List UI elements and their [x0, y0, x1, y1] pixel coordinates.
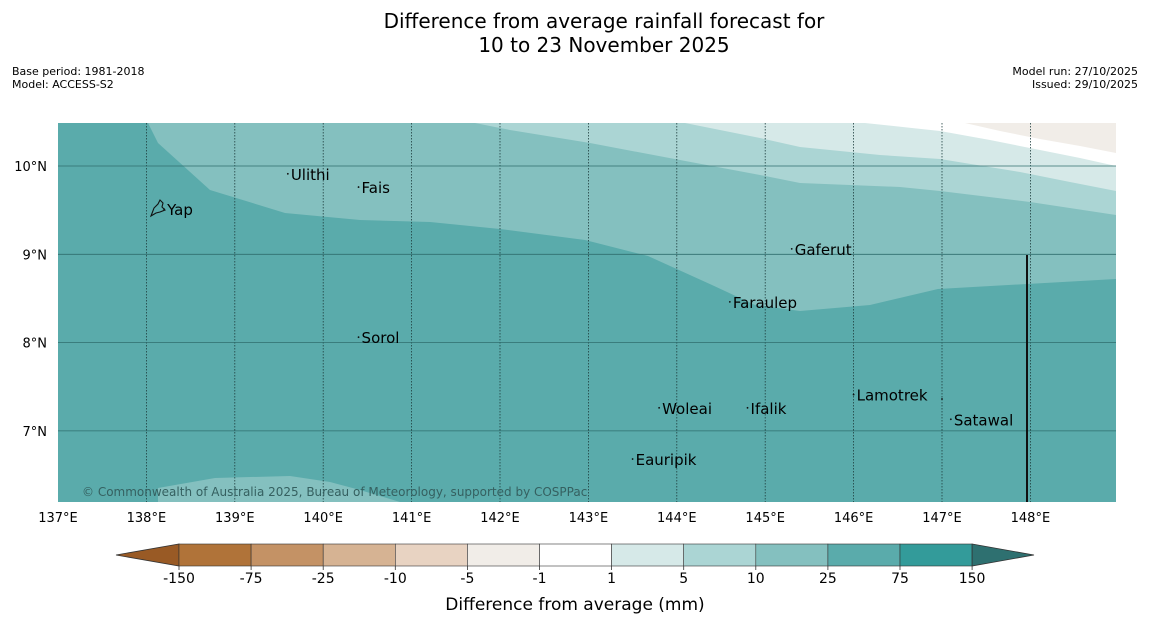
colorbar-segment — [394, 543, 468, 567]
model-name: Model: ACCESS-S2 — [12, 78, 114, 91]
colorbar-segment — [755, 543, 829, 567]
colorbar-tick-label: 5 — [679, 571, 688, 587]
model-run: Model run: 27/10/2025 — [1012, 65, 1138, 78]
colorbar-tick-label: 75 — [891, 571, 909, 587]
colorbar-tick-label: -5 — [460, 571, 474, 587]
lat-tick-label: 9°N — [23, 248, 48, 263]
yap-island-outline — [149, 199, 166, 218]
map-area: Yap Ulithi Fais Gaferut Faraulep Sorol Woleai I… — [58, 123, 1116, 502]
colorbar-tick-label: -75 — [240, 571, 263, 587]
lon-tick-label: 139°E — [215, 511, 255, 526]
place-name: Gaferut — [795, 241, 852, 259]
lat-tick-label: 8°N — [23, 337, 48, 352]
colorbar-extend-low — [115, 543, 180, 567]
colorbar-tick-label: -1 — [533, 571, 547, 587]
place-satawal: Satawal — [949, 411, 1013, 429]
place-faraulep: Faraulep — [728, 294, 797, 312]
lon-tick-label: 140°E — [303, 511, 343, 526]
colorbar-label: Difference from average (mm) — [445, 595, 704, 615]
place-fais: Fais — [357, 179, 391, 197]
island-dot — [631, 458, 634, 460]
lon-tick-label: 142°E — [480, 511, 520, 526]
meridian-gridlines — [145, 123, 1031, 502]
longitude-tick-labels: 137°E 138°E 139°E 140°E 141°E 142°E 143°E 144°E… — [38, 511, 1050, 526]
island-dot — [852, 393, 855, 396]
lon-tick-label: 146°E — [834, 511, 874, 526]
latitude-tick-labels: 10°N 9°N 8°N 7°N — [14, 160, 47, 440]
lat-tick-label: 7°N — [23, 425, 48, 440]
place-sorol: Sorol — [357, 329, 400, 347]
place-name: Lamotrek — [857, 387, 928, 405]
issued-date: Issued: 29/10/2025 — [1032, 78, 1138, 91]
island-dot — [163, 208, 165, 211]
place-name: Faraulep — [733, 294, 797, 312]
place-woleai: Woleai — [658, 400, 712, 418]
island-dot — [286, 172, 289, 175]
place-name: Yap — [166, 201, 193, 219]
copyright-notice: © Commonwealth of Australia 2025, Bureau… — [82, 485, 587, 499]
lon-tick-label: 148°E — [1011, 511, 1051, 526]
colorbar-segment — [683, 543, 757, 567]
place-name: Eauripik — [636, 451, 697, 469]
island-dot — [728, 300, 731, 303]
island-dot — [949, 418, 952, 421]
colorbar-tick-label: -150 — [163, 571, 195, 587]
place-name: Ifalik — [751, 400, 787, 418]
lat-tick-label: 10°N — [14, 160, 47, 175]
island-dot — [357, 336, 360, 339]
island-dot — [790, 247, 793, 250]
parallel-gridlines — [58, 165, 1116, 432]
place-ulithi: Ulithi — [286, 166, 330, 184]
colorbar-tick-label: 25 — [819, 571, 837, 587]
colorbar-tick-label: 150 — [959, 571, 986, 587]
title-line-2: 10 to 23 November 2025 — [478, 33, 729, 57]
colorbar-tick-label: 10 — [747, 571, 765, 587]
colorbar-segment — [250, 543, 324, 567]
colorbar-segment — [899, 543, 973, 567]
colorbar-tick-label: -10 — [384, 571, 407, 587]
colorbar-segment — [611, 543, 684, 567]
place-name: Fais — [362, 179, 391, 197]
lon-tick-label: 147°E — [922, 511, 962, 526]
colorbar-segment — [827, 543, 901, 567]
colorbar-extend-high — [971, 543, 1035, 567]
island-dot — [941, 398, 943, 400]
lon-tick-label: 145°E — [745, 511, 785, 526]
colorbar-segment — [322, 543, 396, 567]
colorbar-segment — [467, 543, 540, 567]
place-lamotrek: Lamotrek — [852, 387, 928, 405]
lon-tick-label: 138°E — [127, 511, 167, 526]
base-period: Base period: 1981-2018 — [12, 65, 144, 78]
place-eauripik: Eauripik — [631, 451, 697, 469]
lon-tick-label: 141°E — [392, 511, 432, 526]
place-labels: Yap Ulithi Fais Gaferut Faraulep Sorol Woleai I… — [163, 166, 1013, 469]
title-line-1: Difference from average rainfall forecas… — [384, 9, 826, 33]
place-name: Satawal — [954, 411, 1013, 429]
place-name: Ulithi — [291, 166, 330, 184]
colorbar: -150 -75 -25 -10 -5 -1 1 5 10 25 75 150 — [115, 543, 1035, 587]
island-dot — [357, 186, 360, 188]
lon-tick-label: 144°E — [657, 511, 697, 526]
place-ifalik: Ifalik — [746, 400, 787, 418]
colorbar-segment — [178, 543, 252, 567]
lon-tick-label: 143°E — [569, 511, 609, 526]
island-dot — [658, 406, 661, 409]
anomaly-band-dry — [965, 123, 1116, 153]
colorbar-tick-label: -25 — [312, 571, 335, 587]
island-dot — [746, 406, 749, 409]
place-name: Sorol — [362, 329, 400, 347]
place-yap: Yap — [163, 201, 193, 219]
place-gaferut: Gaferut — [790, 241, 852, 259]
colorbar-tick-label: 1 — [607, 571, 616, 587]
place-name: Woleai — [662, 400, 712, 418]
colorbar-segment — [539, 543, 612, 567]
lon-tick-label: 137°E — [38, 511, 78, 526]
anomaly-band-10-25-south — [158, 476, 400, 502]
